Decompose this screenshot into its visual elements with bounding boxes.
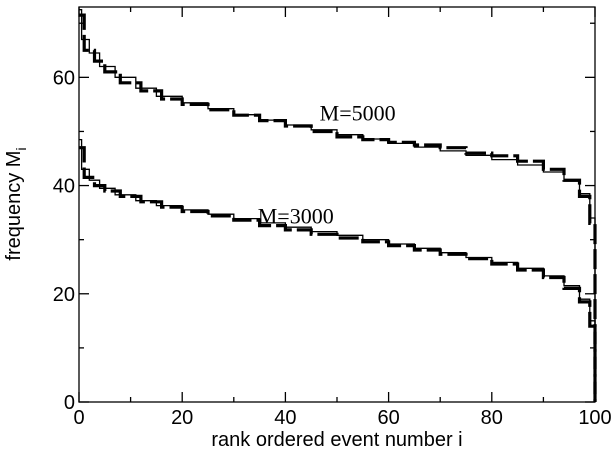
y-tick-label: 40 [53,176,75,198]
y-axis-title-subscript: i [13,147,29,150]
series-line-3 [79,146,597,402]
x-tick-label: 40 [274,407,296,429]
data-series [79,9,597,402]
curve-annotations: M=5000 M=3000 [258,101,396,229]
x-axis-title: rank ordered event number i [211,429,462,451]
curve-annotation-2: M=3000 [258,203,334,228]
curve-annotation-1: M=5000 [320,101,396,126]
y-tick-label: 60 [53,67,75,89]
y-axis-title: frequency Mi [3,147,29,260]
x-tick-label: 80 [481,407,503,429]
series-line-1 [79,13,597,402]
y-tick-label: 0 [64,392,75,414]
y-tick-label: 20 [53,284,75,306]
y-axis-title-main: frequency M [3,151,25,261]
x-tick-label: 20 [171,407,193,429]
axis-tick-labels: 0 20 40 60 80 100 0 20 40 60 [53,67,612,429]
x-tick-label: 60 [377,407,399,429]
series-line-4 [79,138,596,402]
x-tick-label: 100 [578,407,611,429]
x-tick-label: 0 [73,407,84,429]
series-line-2 [79,9,596,402]
